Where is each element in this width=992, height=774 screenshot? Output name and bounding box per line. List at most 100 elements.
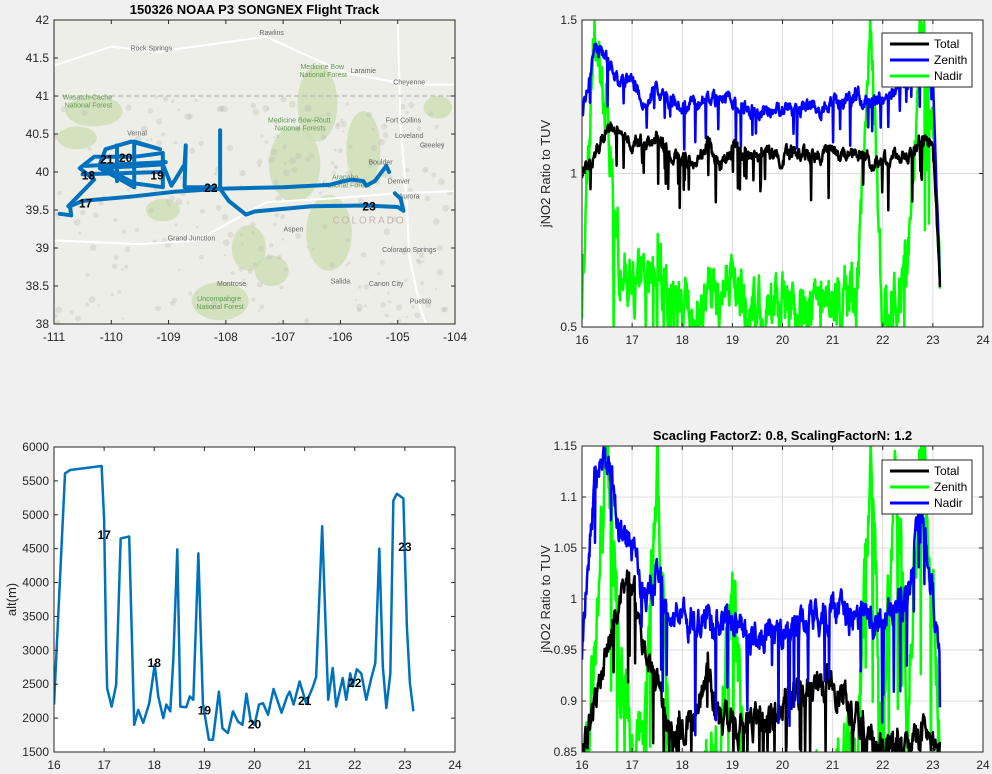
terrain-shade — [189, 147, 196, 154]
plot-area[interactable] — [54, 447, 455, 752]
terrain-shade — [326, 111, 331, 117]
terrain-shade — [436, 244, 443, 252]
terrain-shade — [383, 228, 391, 236]
terrain-shade — [97, 304, 100, 307]
terrain-shade — [194, 98, 198, 103]
forest-area — [297, 65, 338, 142]
x-tick-label: 23 — [926, 758, 940, 772]
terrain-shade — [250, 231, 255, 235]
terrain-shade — [371, 127, 375, 131]
terrain-shade — [55, 306, 63, 314]
legend[interactable]: Total Zenith Nadir — [881, 459, 973, 515]
terrain-shade — [173, 140, 178, 145]
waypoint-label: 20 — [119, 151, 133, 165]
terrain-shade — [279, 285, 284, 290]
legend-label-nadir: Nadir — [934, 69, 963, 83]
terrain-shade — [295, 233, 302, 239]
terrain-shade — [155, 118, 163, 125]
x-tick-label: 22 — [348, 758, 362, 772]
chart-title: 150326 NOAA P3 SONGNEX Flight Track — [130, 2, 380, 17]
terrain-shade — [387, 300, 390, 303]
terrain-shade — [186, 201, 190, 205]
terrain-shade — [122, 317, 125, 320]
terrain-shade — [223, 239, 230, 246]
terrain-shade — [251, 297, 256, 302]
terrain-shade — [418, 252, 425, 259]
terrain-shade — [258, 246, 264, 253]
terrain-shade — [93, 212, 99, 218]
terrain-shade — [330, 161, 335, 165]
axes-ratio-bottom[interactable]: 16 17 18 19 20 21 22 23 24 0.85 0.9 0.95 1 1.05 1.1 1.1… — [538, 428, 990, 772]
axes-map[interactable]: Rock Springs Rawlins Laramie Cheyenne Medici… — [26, 2, 468, 344]
terrain-shade — [342, 130, 345, 133]
x-tick-label: 19 — [198, 758, 212, 772]
terrain-shade — [388, 175, 393, 179]
terrain-shade — [210, 304, 216, 311]
terrain-shade — [111, 293, 115, 297]
terrain-shade — [262, 105, 270, 112]
series-line-nadir — [582, 446, 942, 737]
terrain-shade — [442, 204, 449, 212]
terrain-shade — [371, 145, 378, 151]
terrain-shade — [378, 138, 385, 146]
map-label-line: Medicine Bow — [300, 64, 346, 71]
terrain-shade — [283, 161, 287, 165]
y-axis-label: jNO2 Ratio to TUV — [538, 119, 553, 228]
terrain-shade — [318, 191, 323, 195]
map-label: Salida — [331, 279, 351, 286]
terrain-shade — [305, 156, 311, 163]
terrain-shade — [345, 238, 350, 242]
terrain-shade — [275, 134, 280, 139]
terrain-shade — [357, 285, 362, 289]
legend[interactable]: Total Zenith Nadir — [881, 32, 973, 88]
x-tick-label: 17 — [97, 758, 111, 772]
y-tick-label: 2500 — [22, 677, 49, 691]
y-axis-label: alt(m) — [4, 583, 19, 616]
map-label: Greeley — [420, 143, 445, 150]
terrain-shade — [246, 283, 249, 286]
terrain-shade — [368, 158, 375, 165]
terrain-shade — [230, 270, 236, 276]
terrain-shade — [256, 159, 263, 166]
terrain-shade — [382, 132, 389, 139]
x-tick-label: 18 — [676, 758, 690, 772]
terrain-shade — [57, 190, 62, 196]
y-tick-label: 39.5 — [26, 203, 50, 217]
terrain-shade — [381, 123, 388, 130]
terrain-shade — [266, 107, 270, 111]
terrain-shade — [306, 246, 309, 249]
axes-ratio-top[interactable]: 16 17 18 19 20 21 22 23 24 0.5 1 1.5 jNO2 Ratio to T… — [538, 13, 990, 347]
terrain-shade — [404, 98, 407, 102]
terrain-shade — [382, 171, 389, 178]
flight-track-line — [80, 170, 165, 177]
x-tick-label: 18 — [148, 758, 162, 772]
legend-label-zenith: Zenith — [934, 53, 967, 67]
axes-altitude[interactable]: 17 18 19 20 21 22 23 16 17 18 19 20 21 22 23 24 1500 2000… — [4, 440, 462, 772]
x-tick-label: 18 — [676, 333, 690, 347]
hour-label: 19 — [198, 703, 212, 717]
terrain-shade — [428, 111, 434, 117]
terrain-shade — [177, 108, 181, 112]
waypoint-label: 17 — [79, 196, 93, 210]
y-tick-label: 6000 — [22, 440, 49, 454]
terrain-shade — [250, 221, 256, 228]
map-label: Arapaho National Forest — [322, 174, 370, 189]
terrain-shade — [204, 182, 209, 186]
map-label: Grand Junction — [168, 235, 216, 242]
forest-area — [65, 96, 123, 127]
forest-area — [191, 282, 249, 321]
x-tick-label: 20 — [776, 758, 790, 772]
terrain-shade — [340, 121, 347, 128]
terrain-shade — [360, 252, 367, 258]
y-tick-label: 1500 — [22, 745, 49, 759]
forest-area — [231, 225, 266, 271]
x-tick-label: 24 — [448, 758, 462, 772]
x-tick-label: 24 — [976, 758, 990, 772]
terrain-shade — [332, 170, 336, 175]
x-tick-label: -108 — [214, 330, 238, 344]
terrain-shade — [366, 111, 373, 118]
terrain-shade — [289, 157, 297, 165]
map-label: Cheyenne — [393, 80, 425, 87]
terrain-shade — [88, 296, 96, 304]
map-label: Aspen — [284, 226, 304, 233]
